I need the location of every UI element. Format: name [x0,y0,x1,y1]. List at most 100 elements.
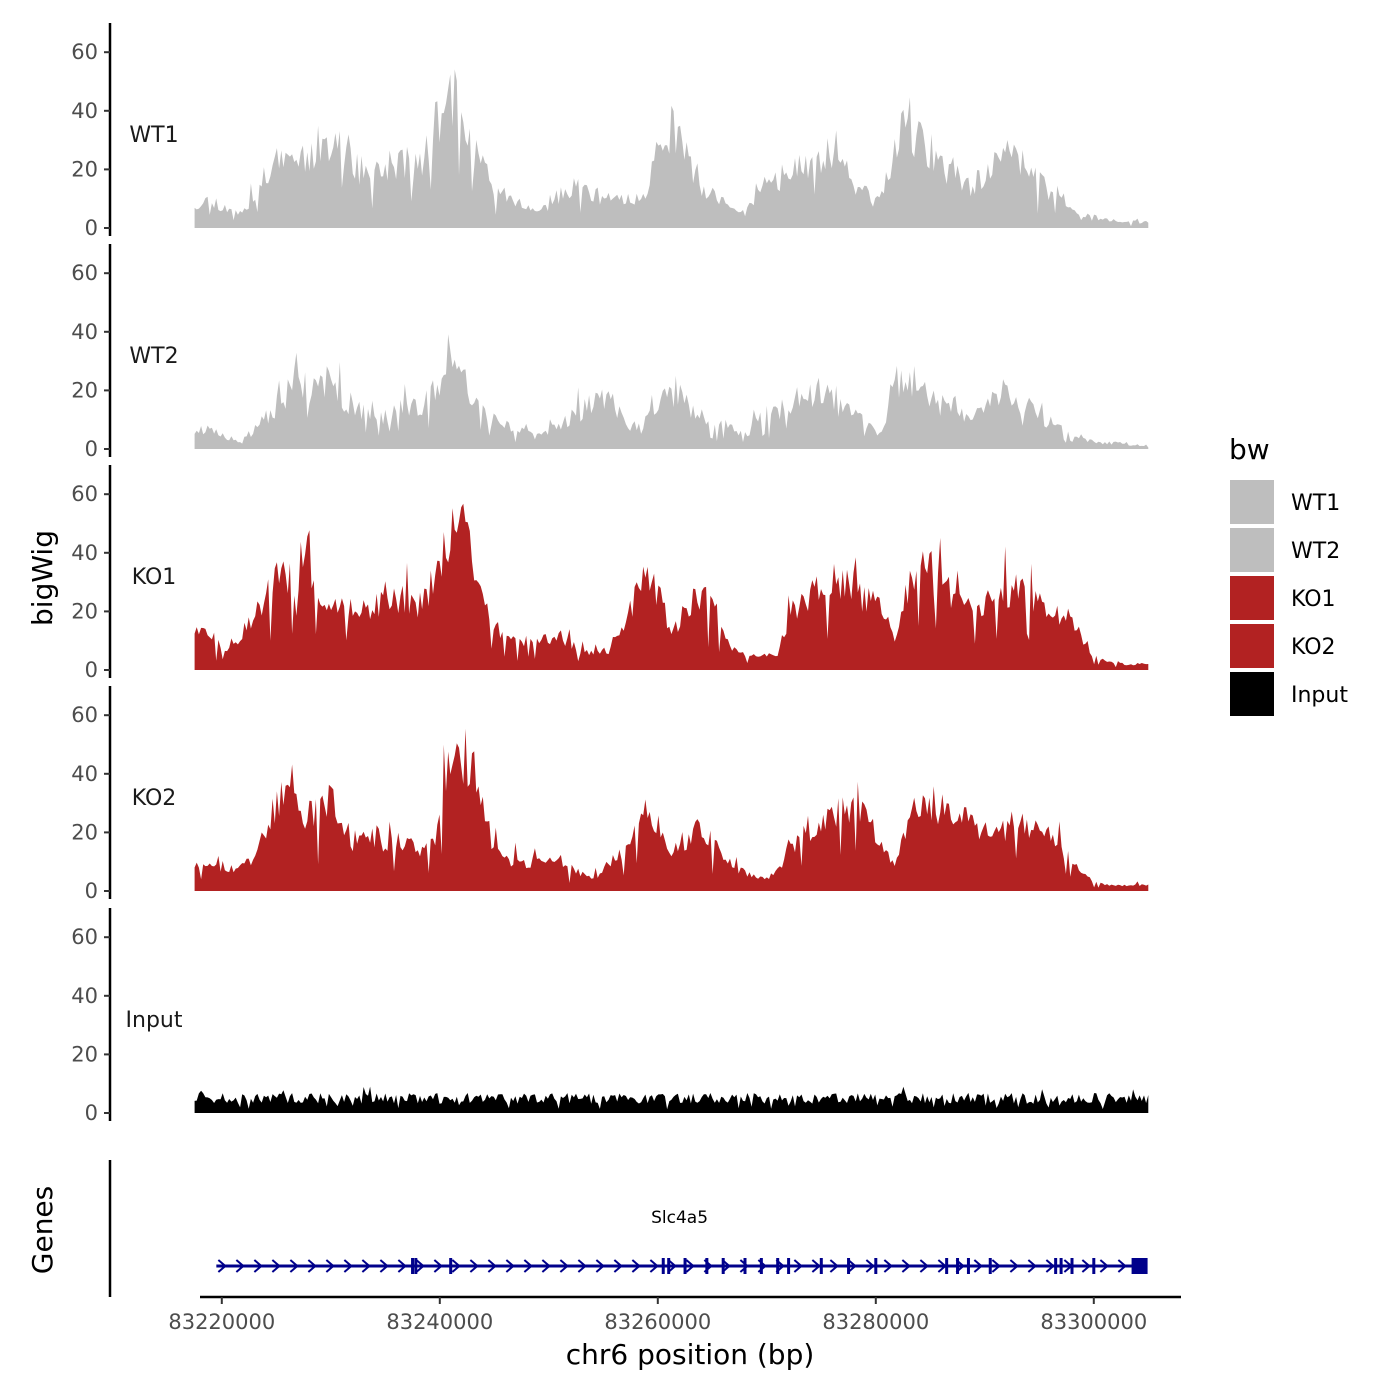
strand-arrow [487,1259,497,1273]
genes-axis-title: Genes [26,1186,59,1274]
track-label: KO2 [132,786,177,811]
exon [1092,1258,1096,1274]
strand-arrow [217,1259,227,1273]
y-tick-label: 0 [85,1101,98,1125]
strand-arrow [1081,1259,1091,1273]
exon [847,1258,851,1274]
legend-title: bw [1229,433,1270,466]
strand-arrow [451,1259,461,1273]
strand-arrow [595,1259,605,1273]
y-tick-label: 60 [71,925,98,949]
legend: bw WT1 WT2 KO1 KO2 Input [1229,433,1348,716]
y-tick-label: 40 [71,99,98,123]
strand-arrow [415,1259,425,1273]
strand-arrow [865,1259,875,1273]
strand-arrow [1009,1259,1019,1273]
strand-arrow [811,1259,821,1273]
coverage-area-ko1 [194,503,1149,670]
strand-arrow [1045,1259,1055,1273]
strand-arrow [847,1259,857,1273]
y-tick-label: 20 [71,599,98,623]
coverage-tracks: 0 20 40 60 WT1 0 20 40 60 WT2 0 20 40 60 KO1 0 20 40 60 KO2… [71,23,1149,1125]
gene-label: Slc4a5 [651,1208,708,1228]
exon [1054,1258,1058,1274]
y-tick-label: 60 [71,703,98,727]
exon [414,1258,418,1274]
genes-track: Slc4a5 [108,1160,1148,1297]
exon [743,1258,747,1274]
coverage-area-wt2 [194,334,1149,449]
y-tick-label: 40 [71,320,98,344]
strand-arrow [1027,1259,1037,1273]
legend-label: WT1 [1291,491,1340,516]
strand-arrow [631,1259,641,1273]
exon [945,1258,949,1274]
track-wt1: 0 20 40 60 WT1 [71,23,1149,240]
y-tick-label: 0 [85,216,98,240]
exon [966,1258,970,1274]
y-tick-label: 20 [71,1042,98,1066]
legend-key-input [1230,672,1274,716]
legend-label: WT2 [1291,539,1340,564]
track-label: WT2 [129,344,178,369]
exon [1070,1258,1074,1274]
x-tick-label: 83220000 [168,1310,275,1334]
y-tick-label: 0 [85,437,98,461]
strand-arrow [505,1259,515,1273]
coverage-area-input [194,1086,1149,1113]
legend-label: Input [1291,683,1348,708]
strand-arrow [973,1259,983,1273]
exon [449,1258,453,1274]
exon [705,1258,709,1274]
strand-arrow [361,1259,371,1273]
exon [787,1258,791,1274]
strand-arrow [739,1259,749,1273]
legend-label: KO1 [1291,587,1336,612]
exon [988,1258,992,1274]
track-label: WT1 [129,123,178,148]
exon [667,1258,671,1274]
strand-arrow [613,1259,623,1273]
exon [874,1258,878,1274]
strand-arrow [919,1259,929,1273]
track-ko2: 0 20 40 60 KO2 [71,686,1149,903]
strand-arrow [307,1259,317,1273]
strand-arrow [289,1259,299,1273]
strand-arrow [685,1259,695,1273]
exon [819,1258,823,1274]
exon [776,1258,780,1274]
strand-arrow [883,1259,893,1273]
strand-arrow [469,1259,479,1273]
strand-arrow [343,1259,353,1273]
exon [956,1258,960,1274]
strand-arrow [829,1259,839,1273]
x-axis: 83220000 83240000 83260000 83280000 83300000 [168,1295,1181,1334]
y-tick-label: 60 [71,261,98,285]
strand-arrow [325,1259,335,1273]
y-tick-label: 20 [71,378,98,402]
strand-arrow [541,1259,551,1273]
y-tick-label: 20 [71,157,98,181]
strand-arrow [1117,1259,1127,1273]
exon [759,1258,763,1274]
strand-arrow [559,1259,569,1273]
y-tick-label: 40 [71,541,98,565]
y-tick-label: 60 [71,482,98,506]
coverage-area-wt1 [194,69,1149,229]
strand-arrow [667,1259,677,1273]
legend-key-wt1 [1230,480,1274,524]
strand-arrow [433,1259,443,1273]
y-axis-title: bigWig [26,530,59,626]
strand-arrow [235,1259,245,1273]
x-tick-label: 83260000 [604,1310,711,1334]
y-tick-label: 40 [71,984,98,1008]
y-tick-label: 20 [71,820,98,844]
x-tick-label: 83300000 [1040,1310,1147,1334]
strand-arrow [253,1259,263,1273]
x-tick-label: 83240000 [386,1310,493,1334]
strand-arrow [379,1259,389,1273]
strand-arrow [397,1259,407,1273]
legend-key-ko2 [1230,624,1274,668]
track-label: KO1 [132,565,177,590]
